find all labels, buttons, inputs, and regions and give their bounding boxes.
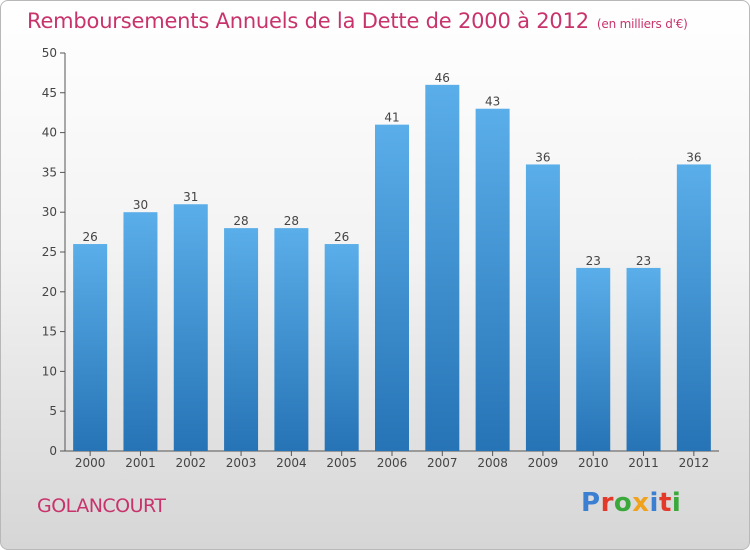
title-text: Remboursements Annuels de la Dette de 20… (27, 9, 589, 33)
title-unit: (en milliers d'€) (596, 17, 688, 31)
x-tick-label: 2002 (175, 456, 206, 470)
x-tick-label: 2000 (75, 456, 106, 470)
bar-2010 (576, 267, 611, 451)
x-tick-label: 2009 (528, 456, 559, 470)
y-tick-label: 35 (42, 165, 57, 179)
proxiti-logo[interactable]: Proxiti (581, 488, 681, 518)
bar-2012 (676, 164, 711, 451)
logo-letter: i (649, 488, 659, 518)
x-tick-label: 2008 (477, 456, 508, 470)
x-tick-label: 2006 (377, 456, 408, 470)
y-tick-label: 20 (42, 285, 57, 299)
y-tick-label: 5 (49, 404, 57, 418)
x-tick-label: 2010 (578, 456, 609, 470)
bar-value-label: 28 (284, 214, 299, 228)
bar-2011 (626, 267, 661, 451)
bar-value-label: 23 (586, 254, 601, 268)
bar-value-label: 26 (334, 230, 349, 244)
bar-2008 (475, 108, 510, 451)
bar-value-label: 36 (686, 150, 701, 164)
x-tick-label: 2007 (427, 456, 458, 470)
x-tick-label: 2003 (226, 456, 257, 470)
logo-letter: o (613, 488, 633, 518)
bar-value-label: 28 (233, 214, 248, 228)
bars (73, 84, 711, 451)
y-tick-label: 30 (42, 205, 57, 219)
bar-value-label: 41 (384, 111, 399, 125)
y-tick-label: 45 (42, 86, 57, 100)
y-tick-label: 15 (42, 325, 57, 339)
x-tick-label: 2005 (326, 456, 357, 470)
bar-value-label: 36 (535, 150, 550, 164)
logo-letter: x (632, 488, 650, 518)
x-tick-label: 2011 (628, 456, 659, 470)
y-tick-label: 0 (49, 444, 57, 458)
bar-2009 (525, 164, 560, 451)
logo-letter: t (658, 488, 672, 518)
bar-2004 (274, 228, 309, 451)
bar-value-label: 23 (636, 254, 651, 268)
commune-name: GOLANCOURT (37, 495, 166, 517)
bar-value-label: 31 (183, 190, 198, 204)
bar-2002 (173, 204, 208, 451)
x-tick-label: 2012 (679, 456, 710, 470)
x-tick-label: 2004 (276, 456, 307, 470)
bar-2003 (224, 228, 259, 451)
bar-value-label: 43 (485, 95, 500, 109)
y-tick-label: 40 (42, 126, 57, 140)
x-axis: 2000 2001 2002 2003 2004 2005 2006 2007 2008 2009… (65, 450, 719, 470)
logo-letter: i (671, 488, 682, 518)
bar-value-label: 26 (83, 230, 98, 244)
x-tick-label: 2001 (125, 456, 156, 470)
y-axis: 0 5 10 15 20 25 30 35 40 45 50 (42, 46, 66, 458)
bar-2000 (73, 244, 108, 451)
bar-2007 (425, 84, 460, 451)
y-tick-label: 25 (42, 245, 57, 259)
bar-value-label: 30 (133, 198, 148, 212)
y-tick-label: 50 (42, 46, 57, 60)
bar-value-label: 46 (435, 71, 450, 85)
logo-letter: P (581, 488, 601, 518)
chart-title: Remboursements Annuels de la Dette de 20… (27, 9, 688, 33)
logo-letter: r (600, 488, 614, 518)
bar-2006 (375, 124, 409, 451)
y-tick-label: 10 (42, 364, 57, 378)
data-labels: 26 30 31 28 28 26 41 46 43 36 23 23 36 (83, 71, 702, 268)
bar-2005 (324, 244, 359, 451)
bar-2001 (123, 212, 158, 451)
